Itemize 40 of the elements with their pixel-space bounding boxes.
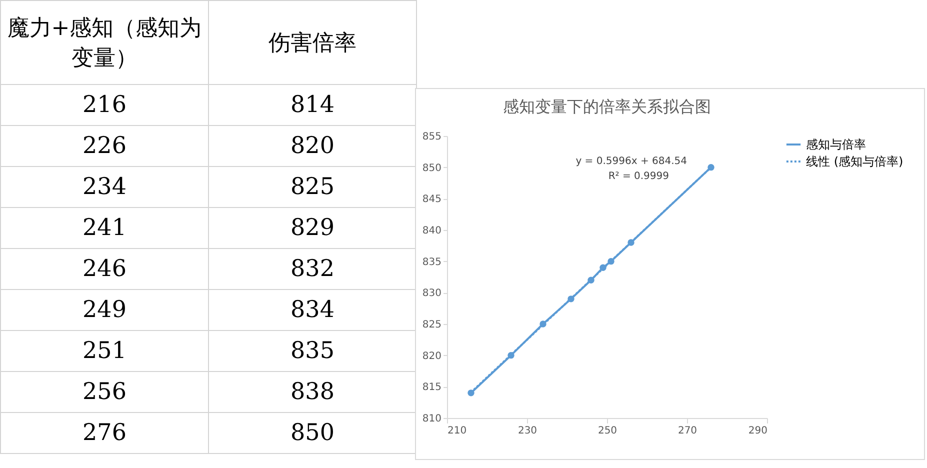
text: 850 bbox=[208, 412, 416, 454]
text: 魔力+感知（感知为变量） bbox=[0, 0, 208, 84]
annotation: R² = 0.9999 bbox=[608, 171, 669, 182]
text: 251 bbox=[0, 330, 208, 372]
y-tick-label: 845 bbox=[422, 194, 442, 206]
x-tick-label: 290 bbox=[748, 426, 768, 436]
text: 829 bbox=[208, 208, 416, 248]
y-tick-label: 850 bbox=[422, 162, 442, 174]
y-tick-label: 835 bbox=[422, 256, 442, 268]
text: 825 bbox=[208, 166, 416, 208]
legend-label: 线性 (感知与倍率) bbox=[806, 154, 904, 168]
y-tick-label: 825 bbox=[422, 320, 442, 330]
text: 246 bbox=[0, 248, 208, 290]
chart-title: 感知变量下的倍率关系拟合图 bbox=[503, 97, 711, 116]
text: 伤害倍率 bbox=[208, 0, 416, 84]
text: 276 bbox=[0, 412, 208, 454]
legend-label: 感知与倍率 bbox=[806, 138, 866, 152]
text: 834 bbox=[208, 290, 416, 330]
text: 256 bbox=[0, 372, 208, 412]
text: 241 bbox=[0, 208, 208, 248]
x-tick-label: 250 bbox=[598, 426, 618, 436]
text: 226 bbox=[0, 126, 208, 166]
text: 249 bbox=[0, 290, 208, 330]
y-tick-label: 815 bbox=[422, 382, 442, 394]
y-tick-label: 840 bbox=[422, 226, 442, 236]
x-tick-label: 210 bbox=[448, 426, 467, 436]
y-tick-label: 810 bbox=[422, 414, 442, 424]
annotation: y = 0.5996x + 684.54 bbox=[576, 156, 687, 167]
text: 832 bbox=[208, 248, 416, 290]
text: 820 bbox=[208, 126, 416, 166]
text: 835 bbox=[208, 330, 416, 372]
y-tick-label: 830 bbox=[422, 288, 442, 300]
y-tick-label: 820 bbox=[422, 350, 442, 362]
text: 814 bbox=[208, 84, 416, 126]
text: 216 bbox=[0, 84, 208, 126]
text: 838 bbox=[208, 372, 416, 412]
x-tick-label: 270 bbox=[678, 426, 698, 436]
x-tick-label: 230 bbox=[518, 426, 538, 436]
text: 234 bbox=[0, 166, 208, 208]
y-tick-label: 855 bbox=[422, 132, 442, 142]
